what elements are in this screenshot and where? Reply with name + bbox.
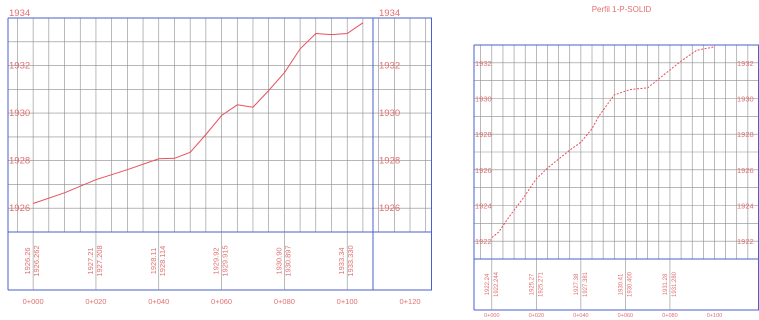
station-tick-label: 0+080 bbox=[662, 313, 677, 319]
profile-line bbox=[491, 46, 715, 238]
y-tick-label-left: 1932 bbox=[9, 61, 30, 72]
elevation-band-label: 1930.90 bbox=[274, 247, 283, 274]
y-tick-label-left: 1930 bbox=[9, 108, 30, 119]
y-tick-label-left: 1934 bbox=[9, 8, 30, 19]
y-tick-label-left: 1926 bbox=[475, 166, 492, 175]
station-tick-label: 0+120 bbox=[399, 297, 420, 306]
elevation-band-label: 1927.21 bbox=[86, 247, 95, 274]
elevation-band-label: 1933.34 bbox=[337, 247, 346, 274]
elevation-band-label: 1930.897 bbox=[283, 245, 292, 276]
y-tick-label-right: 1934 bbox=[379, 8, 400, 19]
elevation-band-label: 1925.271 bbox=[538, 271, 544, 297]
station-tick-label: 0+020 bbox=[529, 313, 544, 319]
y-tick-label-right: 1928 bbox=[379, 156, 400, 167]
elevation-band-label: 1926.262 bbox=[32, 245, 41, 276]
y-tick-label-left: 1926 bbox=[9, 203, 30, 214]
y-tick-label-right: 1930 bbox=[737, 95, 754, 104]
elevation-band-label: 1929.915 bbox=[221, 245, 230, 276]
y-tick-label-right: 1926 bbox=[737, 166, 754, 175]
elevation-band-label: 1922.24 bbox=[485, 273, 491, 295]
y-tick-label-right: 1932 bbox=[379, 61, 400, 72]
station-tick-label: 0+060 bbox=[211, 297, 232, 306]
elevation-band-label: 1930.41 bbox=[618, 273, 624, 295]
station-tick-label: 0+000 bbox=[484, 313, 499, 319]
station-tick-label: 0+040 bbox=[148, 297, 169, 306]
y-tick-label-right: 1924 bbox=[737, 202, 754, 211]
elevation-band-label: 1931.280 bbox=[672, 271, 678, 297]
y-tick-label-right: 1930 bbox=[379, 108, 400, 119]
station-tick-label: 0+040 bbox=[573, 313, 588, 319]
elevation-band-label: 1927.381 bbox=[583, 271, 589, 297]
elevation-band-label: 1928.114 bbox=[158, 246, 167, 277]
station-tick-label: 0+100 bbox=[337, 297, 358, 306]
profile-line bbox=[32, 22, 364, 204]
elevation-band-label: 1927.208 bbox=[95, 245, 104, 276]
left-profile-chart: 1934 1934 1932 1932 1930 1930 1928 1928 1926 1926… bbox=[7, 8, 432, 306]
elevation-band-label: 1928.11 bbox=[149, 248, 158, 275]
elevation-band-label: 1931.28 bbox=[663, 273, 669, 295]
y-tick-label-left: 1922 bbox=[475, 237, 492, 246]
y-tick-label-left: 1930 bbox=[475, 95, 492, 104]
y-tick-label-left: 1924 bbox=[475, 202, 492, 211]
elevation-band-label: 1926.26 bbox=[23, 247, 32, 274]
elevation-band-label: 1933.330 bbox=[346, 245, 355, 276]
y-tick-label-right: 1928 bbox=[737, 130, 754, 139]
elevation-band-label: 1925.27 bbox=[529, 273, 535, 295]
elevation-band-label: 1930.400 bbox=[627, 271, 633, 297]
y-tick-label-left: 1932 bbox=[475, 59, 492, 68]
elevation-band-label: 1929.92 bbox=[212, 247, 221, 274]
station-tick-label: 0+060 bbox=[618, 313, 633, 319]
station-tick-label: 0+000 bbox=[23, 297, 44, 306]
y-tick-label-right: 1932 bbox=[737, 59, 754, 68]
right-profile-chart: Perfil 1-P-SOLID 1932 1932 1930 1930 1928 1928… bbox=[473, 5, 759, 319]
y-tick-label-left: 1928 bbox=[475, 130, 492, 139]
elevation-band-label: 1927.38 bbox=[574, 273, 580, 295]
elevation-band-label: 1922.244 bbox=[494, 271, 500, 297]
y-tick-label-left: 1928 bbox=[9, 156, 30, 167]
y-tick-label-right: 1926 bbox=[379, 203, 400, 214]
chart-title: Perfil 1-P-SOLID bbox=[592, 5, 652, 14]
y-tick-label-right: 1922 bbox=[737, 237, 754, 246]
station-tick-label: 0+080 bbox=[274, 297, 295, 306]
station-tick-label: 0+100 bbox=[707, 313, 722, 319]
station-tick-label: 0+020 bbox=[85, 297, 106, 306]
